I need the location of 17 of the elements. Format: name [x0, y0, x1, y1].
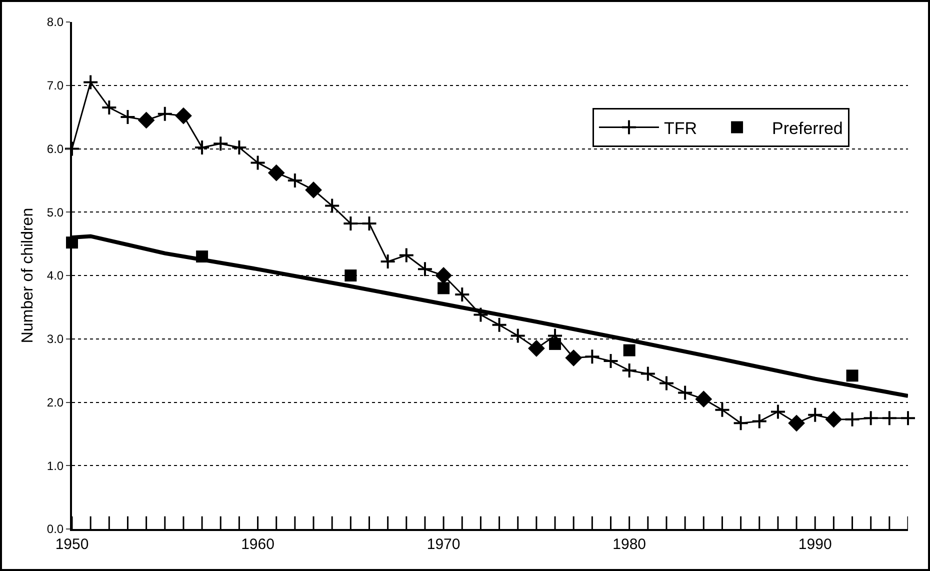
y-tick-label: 0.0: [46, 522, 64, 536]
y-tick-label: 8.0: [46, 15, 64, 30]
y-axis-title: Number of children: [19, 208, 36, 344]
y-tick-label: 4.0: [46, 268, 64, 283]
legend-label: TFR: [664, 118, 698, 138]
x-tick-label: 1970: [426, 536, 460, 553]
x-tick-label: 1950: [55, 536, 89, 553]
x-tick-label: 1990: [798, 536, 832, 553]
y-tick-label: 3.0: [46, 332, 64, 346]
x-tick-label: 1980: [612, 536, 646, 553]
y-tick-label: 7.0: [46, 78, 64, 93]
y-tick-label: 2.0: [46, 395, 64, 410]
y-tick-label: 1.0: [46, 458, 64, 473]
legend-label: Preferred: [772, 118, 843, 138]
y-tick-label: 6.0: [46, 142, 64, 156]
y-tick-label: 5.0: [46, 205, 64, 220]
x-tick-label: 1960: [241, 536, 274, 553]
